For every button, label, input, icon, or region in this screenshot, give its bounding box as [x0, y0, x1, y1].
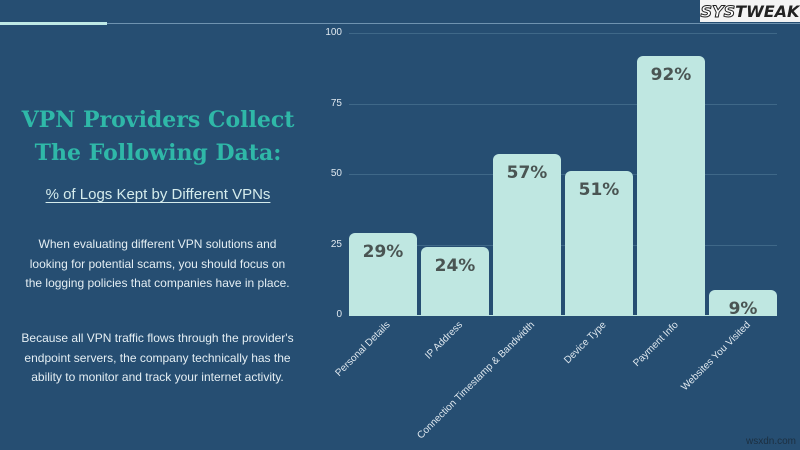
x-axis-baseline — [349, 315, 777, 316]
gridline — [349, 244, 777, 246]
y-axis-tick: 50 — [330, 168, 342, 179]
chart-subtitle: % of Logs Kept by Different VPNs — [45, 186, 271, 203]
y-axis-tick: 25 — [330, 238, 342, 250]
x-axis-label: Connection Timestamp & Bandwidth — [415, 319, 537, 442]
bar: 24% — [421, 247, 489, 315]
y-axis-tick: 75 — [330, 97, 342, 109]
bar: 9% — [709, 289, 777, 319]
logo-suffix: TWEAK — [735, 1, 800, 21]
systweak-logo: SYS TWEAK — [700, 0, 800, 22]
title-line-1: VPN Providers Collect — [21, 107, 295, 133]
gridline — [349, 103, 777, 105]
gridline — [349, 33, 777, 34]
x-axis-label: Device Type — [562, 319, 609, 367]
y-axis-tick: 100 — [325, 27, 342, 38]
x-axis-label: Websites You Visited — [679, 319, 753, 394]
bar-value-label: 51% — [578, 180, 620, 201]
gridline — [349, 174, 777, 175]
y-axis-tick: 0 — [336, 309, 342, 320]
bar: 51% — [565, 171, 633, 315]
bar-value-label: 24% — [434, 256, 476, 277]
logo-prefix: SYS — [700, 1, 736, 21]
title-line-2: The Following Data: — [34, 140, 282, 166]
x-axis-label: Personal Details — [333, 319, 393, 379]
top-accent-line — [0, 22, 107, 25]
bar: 29% — [349, 233, 417, 315]
bar: 92% — [637, 55, 705, 315]
bar-value-label: 9% — [728, 298, 758, 319]
bar: 57% — [493, 154, 561, 315]
bar-value-label: 57% — [506, 163, 548, 184]
page-title: VPN Providers Collect The Following Data… — [0, 104, 316, 170]
x-axis-label: Payment Info — [631, 319, 681, 370]
bar-value-label: 29% — [362, 242, 404, 263]
detail-paragraph: Because all VPN traffic flows through th… — [21, 331, 294, 384]
watermark: wsxdn.com — [745, 436, 796, 447]
x-axis-label: IP Address — [423, 319, 465, 362]
top-divider-line — [0, 23, 800, 24]
intro-paragraph: When evaluating different VPN solutions … — [25, 237, 290, 290]
bar-value-label: 92% — [650, 64, 692, 85]
